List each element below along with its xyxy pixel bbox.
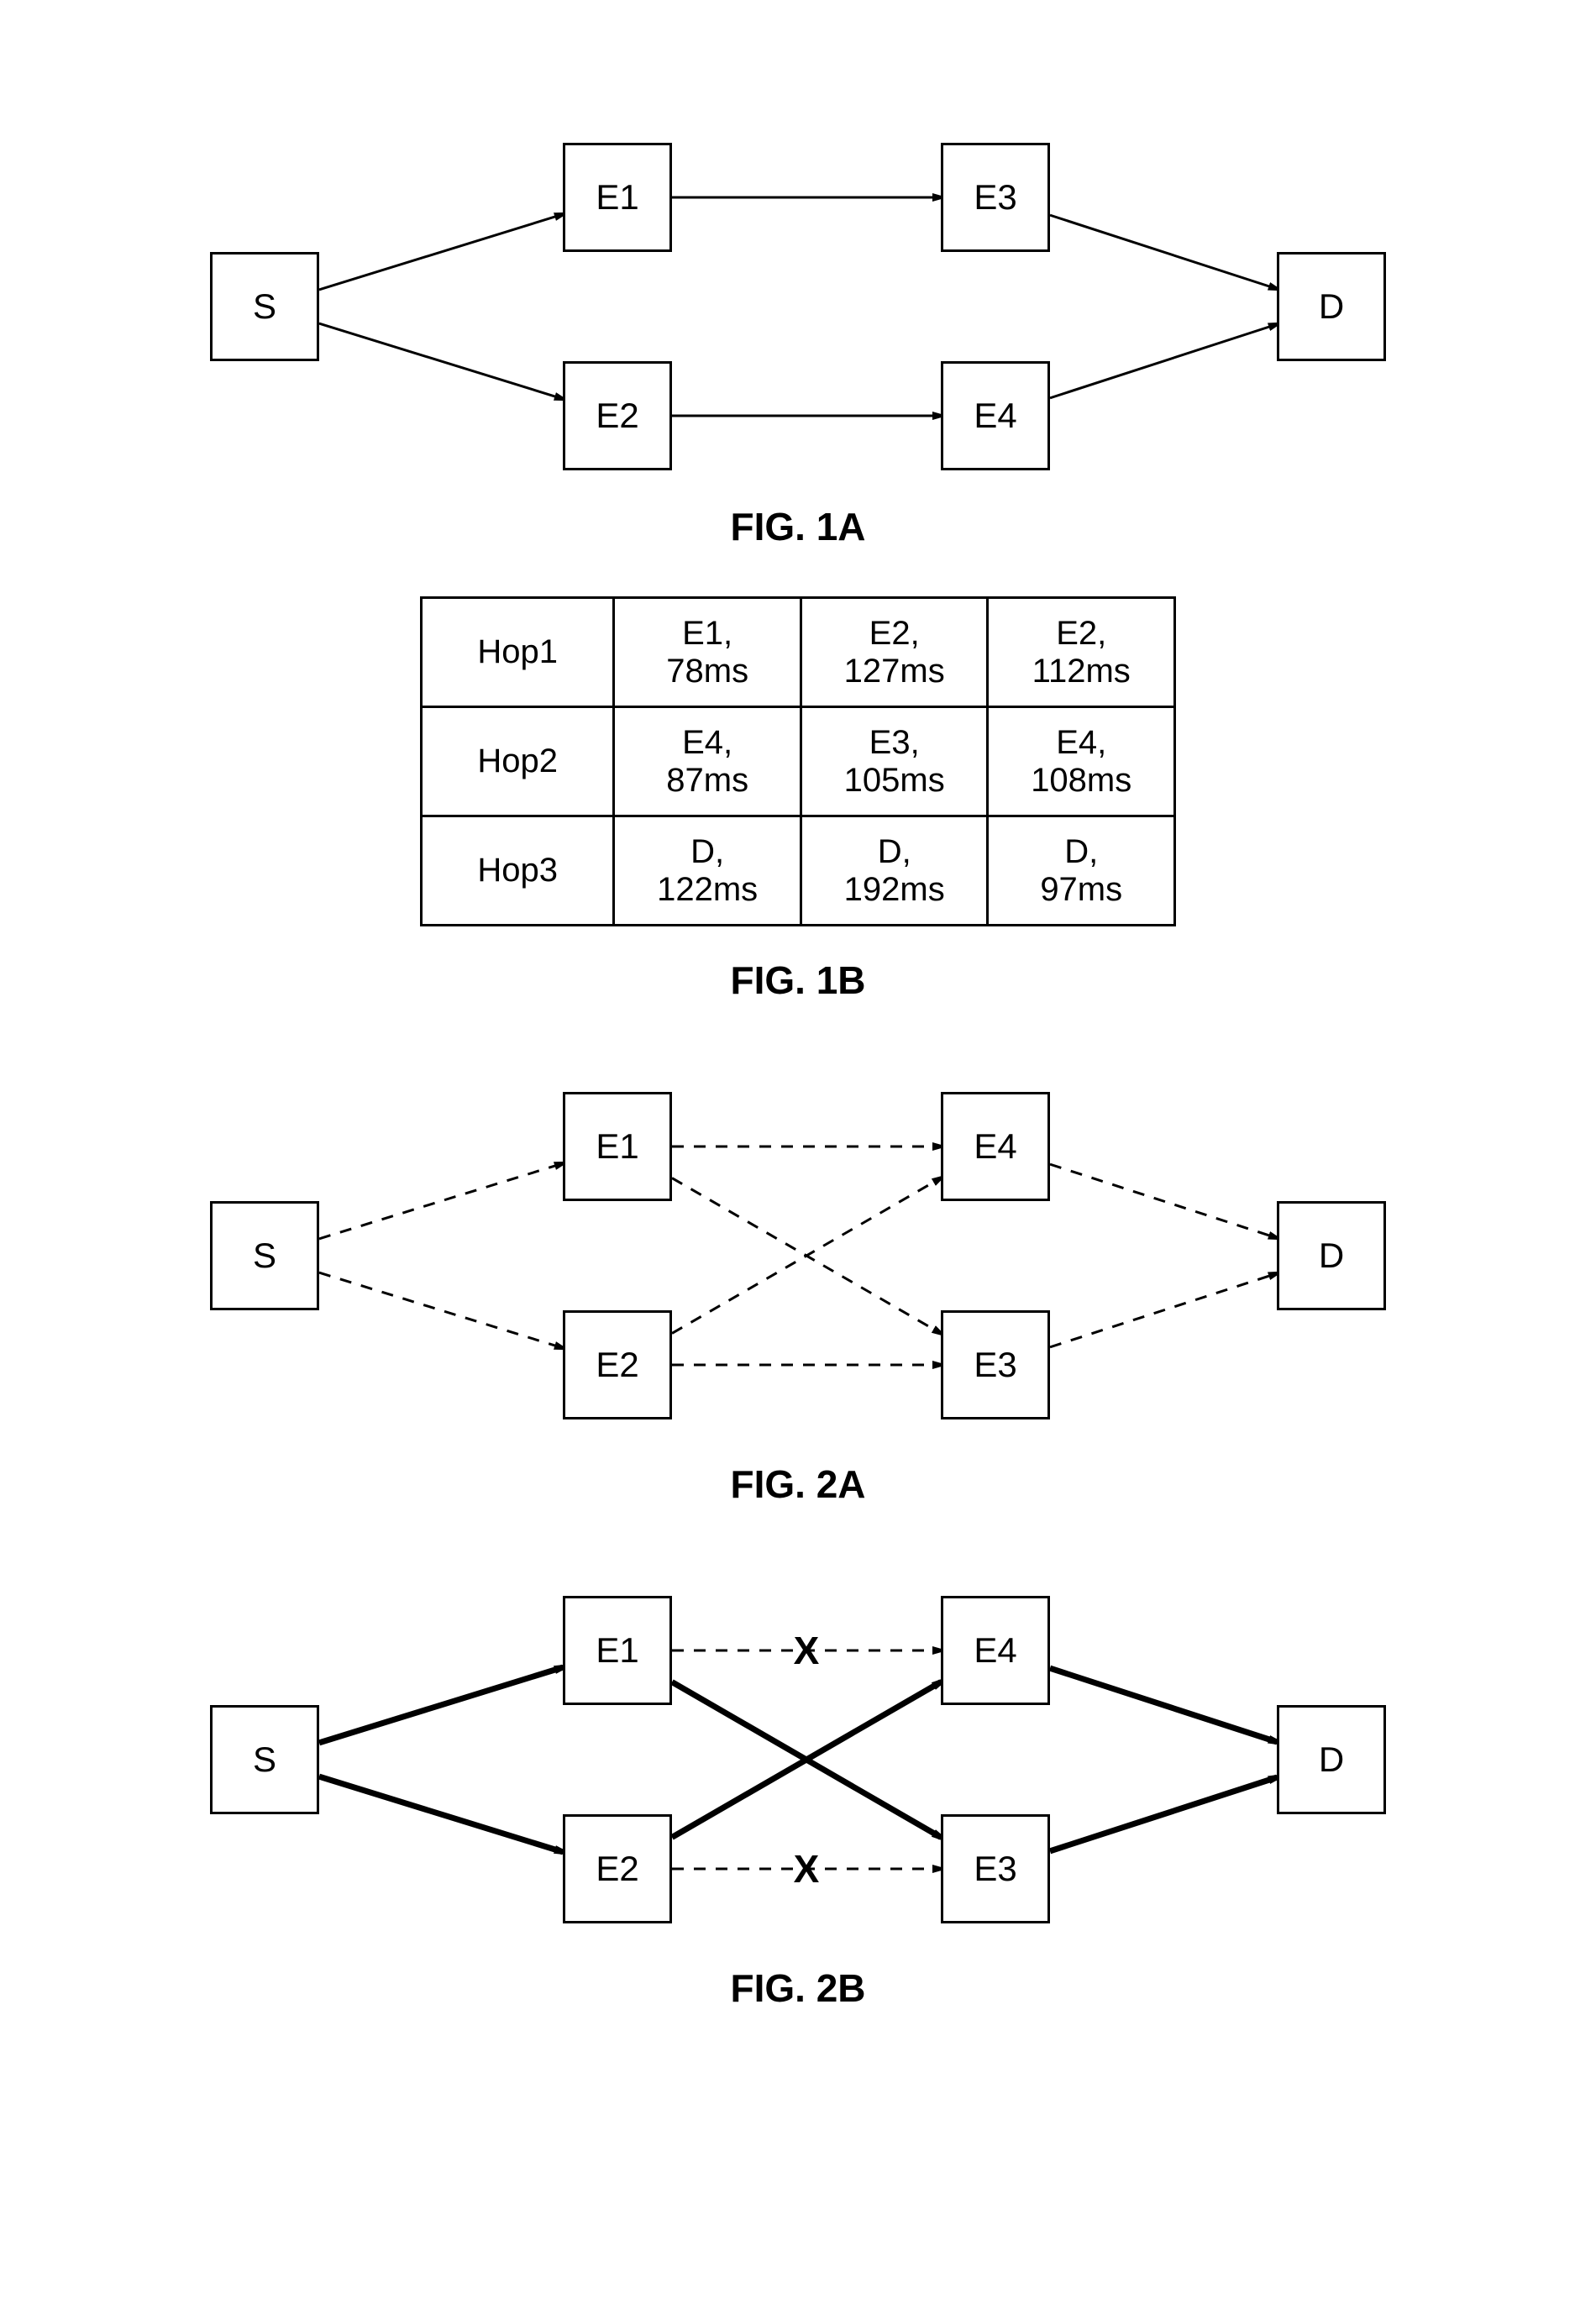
node-e3: E3 [941, 1310, 1050, 1419]
node-e1: E1 [563, 143, 672, 252]
fig-2b-caption: FIG. 2B [730, 1965, 865, 2011]
node-e2: E2 [563, 1814, 672, 1923]
node-e4: E4 [941, 1092, 1050, 1201]
node-e3: E3 [941, 1814, 1050, 1923]
table-cell: D,192ms [801, 816, 988, 926]
edge-S-E2 [319, 323, 563, 399]
node-e1: E1 [563, 1596, 672, 1705]
edge-S-E1 [319, 214, 563, 290]
node-e2: E2 [563, 361, 672, 470]
node-e4: E4 [941, 361, 1050, 470]
fig-1a-caption: FIG. 1A [730, 504, 865, 549]
edge-E4-D [1050, 1164, 1277, 1238]
fig-1b-table: Hop1E1,78msE2,127msE2,112msHop2E4,87msE3… [420, 596, 1176, 926]
edge-E3-D [1050, 1777, 1277, 1851]
row-header: Hop2 [422, 707, 614, 816]
blocked-x-icon: X [794, 1628, 820, 1673]
edge-S-E2 [319, 1776, 563, 1852]
node-e3: E3 [941, 143, 1050, 252]
node-d: D [1277, 1201, 1386, 1310]
table-cell: D,97ms [988, 816, 1175, 926]
table-cell: E3,105ms [801, 707, 988, 816]
node-s: S [210, 1705, 319, 1814]
fig-2b: S E1 E2 E4 E3 D X X [210, 1579, 1386, 1932]
page: SE1E2E3E4D FIG. 1A Hop1E1,78msE2,127msE2… [0, 0, 1596, 2314]
edge-S-E1 [319, 1163, 563, 1239]
edge-E4-D [1050, 1668, 1277, 1742]
blocked-x-icon: X [794, 1846, 820, 1892]
node-s: S [210, 252, 319, 361]
table-cell: E4,87ms [614, 707, 801, 816]
fig-2a: S E1 E2 E4 E3 D [210, 1075, 1386, 1428]
table-cell: D,122ms [614, 816, 801, 926]
edge-E3-D [1050, 215, 1277, 289]
fig-2a-edges [210, 1075, 1386, 1428]
table-cell: E4,108ms [988, 707, 1175, 816]
table-row: Hop2E4,87msE3,105msE4,108ms [422, 707, 1175, 816]
table-row: Hop1E1,78msE2,127msE2,112ms [422, 598, 1175, 707]
edge-S-E1 [319, 1667, 563, 1743]
node-s: S [210, 1201, 319, 1310]
edge-E4-D [1050, 324, 1277, 398]
fig-1a-edges [210, 126, 1386, 479]
table-row: Hop3D,122msD,192msD,97ms [422, 816, 1175, 926]
fig-1b-caption: FIG. 1B [730, 958, 865, 1003]
fig-2a-caption: FIG. 2A [730, 1461, 865, 1507]
row-header: Hop3 [422, 816, 614, 926]
row-header: Hop1 [422, 598, 614, 707]
table-cell: E2,112ms [988, 598, 1175, 707]
fig-1a: S E1 E2 E3 E4 D [210, 126, 1386, 479]
node-e1: E1 [563, 1092, 672, 1201]
edge-E3-D [1050, 1273, 1277, 1347]
table-cell: E1,78ms [614, 598, 801, 707]
edge-S-E2 [319, 1272, 563, 1348]
table-cell: E2,127ms [801, 598, 988, 707]
node-e2: E2 [563, 1310, 672, 1419]
node-d: D [1277, 252, 1386, 361]
node-e4: E4 [941, 1596, 1050, 1705]
node-d: D [1277, 1705, 1386, 1814]
